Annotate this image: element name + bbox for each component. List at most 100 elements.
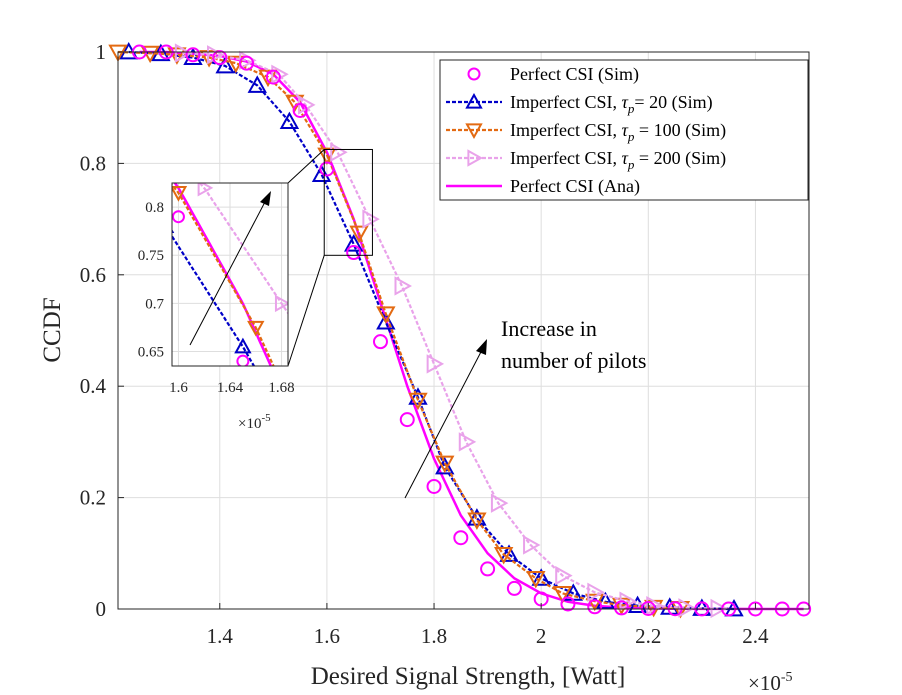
data-point-circle [185, 47, 201, 63]
data-point-circle [640, 600, 656, 616]
data-point-triangle-right [458, 432, 477, 452]
data-point-circle [346, 245, 362, 261]
inset-x-tick-label: 1.64 [217, 380, 244, 396]
data-point-triangle-down [349, 225, 369, 244]
y-tick-label: 0.8 [80, 151, 106, 175]
x-tick-label: 1.8 [421, 624, 447, 648]
legend-label: Perfect CSI (Ana) [510, 176, 640, 197]
annotation-arrow-shaft [404, 347, 484, 499]
legend-entry: Imperfect CSI, τp= 20 (Sim) [446, 92, 713, 116]
data-point-triangle-right [426, 354, 445, 374]
legend-entry: Imperfect CSI, τp = 200 (Sim) [446, 148, 726, 172]
data-point-triangle-down [467, 512, 487, 530]
x-axis-label: Desired Signal Strength, [Watt] [311, 663, 626, 690]
data-point-triangle-up [595, 591, 616, 610]
data-point-circle [587, 599, 603, 615]
inset-series-0 [172, 210, 250, 366]
data-point-circle [292, 102, 308, 118]
data-point-triangle-down [552, 586, 573, 604]
data-point-triangle-right [523, 535, 541, 555]
data-point-triangle-up [531, 568, 551, 586]
data-point-triangle-right [174, 43, 193, 63]
legend-entry: Perfect CSI (Sim) [467, 64, 639, 85]
data-point-triangle-right [394, 276, 412, 296]
inset-y-tick-label: 0.75 [138, 248, 164, 264]
plot-area-border [117, 51, 810, 610]
data-point-triangle-down [167, 47, 187, 65]
inset-series-line [173, 183, 273, 366]
inset-x-tick-label: 1.68 [268, 380, 294, 396]
data-point-circle [480, 561, 496, 577]
annotation-line-2: number of pilots [501, 348, 646, 373]
inset-series-1 [172, 228, 256, 366]
inset-y-tick-label: 0.8 [145, 200, 164, 216]
data-point-triangle-up [215, 55, 235, 74]
data-point-triangle-right [330, 142, 348, 162]
data-point-triangle-right [678, 598, 696, 618]
inset-series-3 [197, 183, 288, 315]
data-point-triangle-down [435, 455, 455, 474]
y-axis-label: CCDF [39, 297, 66, 362]
data-point-triangle-up [247, 75, 267, 93]
data-point-triangle-down [376, 306, 396, 324]
data-point-triangle-right [587, 582, 605, 602]
data-point-circle [467, 67, 481, 81]
inset-border [171, 182, 289, 367]
legend-label: Imperfect CSI, τp = 100 (Sim) [510, 120, 726, 144]
y-tick-label: 0.2 [80, 486, 106, 510]
inset-y-tick-label: 0.7 [145, 296, 164, 312]
x-tick-label: 2.2 [635, 624, 661, 648]
data-point-circle [236, 354, 250, 366]
data-point-triangle-down [526, 570, 546, 589]
data-point-triangle-right [467, 149, 484, 167]
inset-series [172, 183, 288, 366]
data-point-circle [265, 69, 281, 85]
inset-series-2 [172, 183, 275, 366]
data-point-circle [239, 55, 255, 71]
zoom-indicator [287, 148, 373, 367]
annotation: Increase in number of pilots [404, 316, 646, 499]
data-point-triangle-up [467, 508, 487, 526]
data-point-circle [506, 580, 522, 596]
data-point-triangle-up [376, 312, 396, 330]
legend: Perfect CSI (Sim) Imperfect CSI, τp= 20 (… [439, 59, 809, 201]
data-point-triangle-up [343, 234, 364, 252]
x-tick-label: 2.4 [742, 624, 769, 648]
zoom-connector [287, 149, 325, 184]
data-point-triangle-down [465, 123, 483, 140]
inset-y-tick-label: 0.65 [138, 345, 164, 361]
legend-label: Imperfect CSI, τp= 20 (Sim) [510, 92, 713, 116]
data-point-triangle-right [207, 45, 225, 65]
data-point-triangle-down [493, 547, 514, 565]
data-point-circle [372, 334, 388, 350]
inset-plot: 1.6 1.64 1.68 0.65 0.7 0.75 0.8 ×10-5 [138, 182, 295, 432]
inset-series-4 [173, 183, 273, 366]
legend-label: Perfect CSI (Sim) [510, 64, 639, 85]
main-series [108, 41, 812, 619]
data-point-triangle-up [311, 164, 332, 182]
data-point-triangle-down [247, 320, 265, 337]
data-point-triangle-up [234, 337, 252, 354]
data-point-triangle-up [724, 598, 744, 617]
legend-entry: Imperfect CSI, τp = 100 (Sim) [446, 120, 726, 144]
legend-label: Imperfect CSI, τp = 200 (Sim) [510, 148, 726, 172]
inset-x-exponent: ×10-5 [238, 412, 271, 432]
data-point-triangle-up [435, 456, 455, 475]
data-point-circle [560, 596, 576, 612]
data-point-triangle-right [197, 183, 214, 197]
x-tick-label: 1.4 [207, 624, 234, 648]
data-point-circle [212, 50, 228, 66]
y-tick-label: 0.6 [80, 263, 106, 287]
data-point-circle [453, 530, 469, 546]
data-point-triangle-down [108, 44, 128, 63]
data-point-circle [426, 478, 442, 494]
data-point-triangle-right [274, 294, 288, 313]
annotation-line-1: Increase in [501, 316, 597, 341]
data-point-triangle-down [408, 392, 428, 411]
main-ticks: 1.4 1.6 1.8 2 2.2 2.4 0 0.2 0.4 0.6 0.8 1 [80, 40, 769, 648]
data-point-triangle-up [499, 544, 519, 562]
inset-x-tick-label: 1.6 [169, 380, 188, 396]
data-point-triangle-right [710, 598, 728, 619]
data-point-circle [399, 412, 415, 428]
data-point-triangle-up [465, 92, 483, 109]
